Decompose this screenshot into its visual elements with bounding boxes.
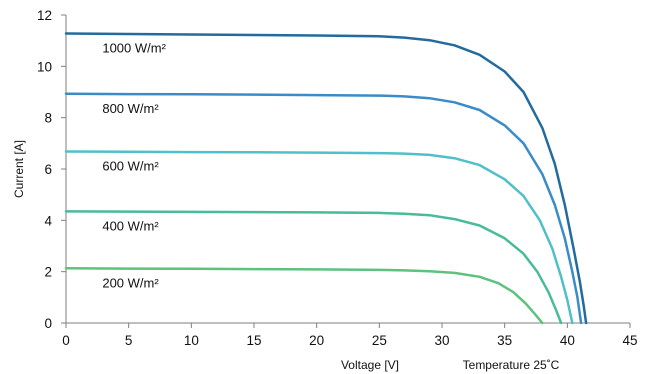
- x-tick-label: 20: [309, 333, 324, 348]
- series-label: 600 W/m²: [102, 159, 159, 174]
- x-tick-label: 30: [434, 333, 449, 348]
- series-line: [64, 210, 563, 325]
- series-label: 800 W/m²: [102, 101, 159, 116]
- y-tick-label: 4: [44, 213, 52, 228]
- y-tick-label: 12: [37, 8, 52, 23]
- y-tick-label: 0: [44, 316, 52, 331]
- series-label: 400 W/m²: [102, 218, 159, 233]
- x-tick-label: 45: [622, 333, 637, 348]
- x-tick-label: 25: [372, 333, 387, 348]
- x-tick-label: 5: [125, 333, 133, 348]
- x-tick-label: 15: [246, 333, 261, 348]
- series-label: 1000 W/m²: [102, 40, 166, 55]
- series-line: [64, 32, 588, 325]
- x-axis-title: Voltage [V]: [341, 358, 399, 372]
- series-line: [64, 267, 544, 325]
- x-tick-label: 35: [497, 333, 512, 348]
- y-tick-label: 6: [44, 162, 52, 177]
- y-tick-label: 8: [44, 111, 52, 126]
- y-axis-title: Current [A]: [12, 140, 26, 198]
- x-tick-label: 10: [184, 333, 199, 348]
- y-axis-ticks: 0 2 4 6 8 10 12: [37, 8, 66, 331]
- y-tick-label: 10: [37, 59, 52, 74]
- series-labels: 1000 W/m² 800 W/m² 600 W/m² 400 W/m² 200 W/m…: [102, 40, 166, 290]
- series-label: 200 W/m²: [102, 275, 159, 290]
- series-line: [64, 92, 583, 325]
- x-axis-ticks: 0 5 10 15 20 25 30 35 40 45: [62, 323, 638, 348]
- x-tick-label: 40: [560, 333, 575, 348]
- series-line: [64, 150, 574, 325]
- y-tick-label: 2: [44, 265, 52, 280]
- x-tick-label: 0: [62, 333, 70, 348]
- temperature-annotation: Temperature 25˚C: [463, 358, 560, 372]
- series-lines: [64, 32, 588, 325]
